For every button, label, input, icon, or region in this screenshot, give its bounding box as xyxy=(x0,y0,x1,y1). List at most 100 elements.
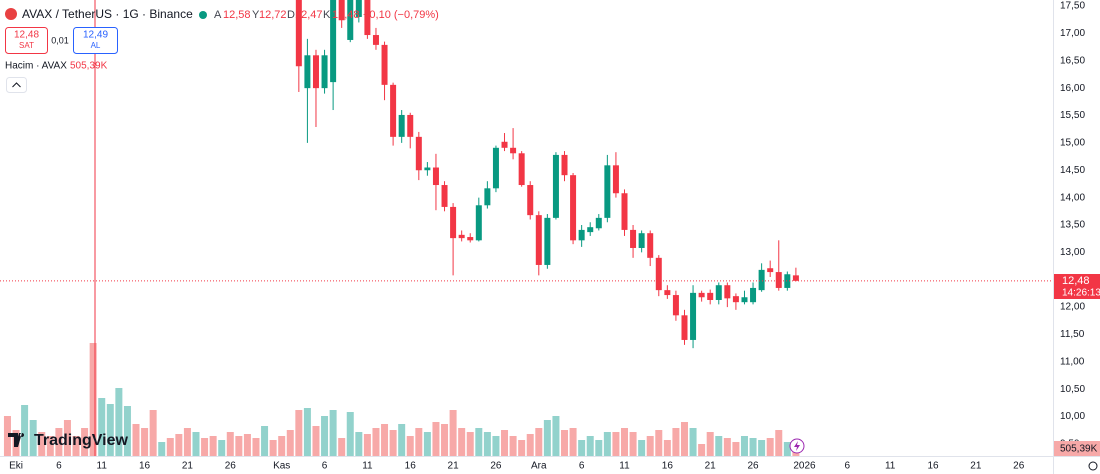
settings-icon[interactable] xyxy=(1088,461,1098,471)
volume-bar xyxy=(158,442,166,456)
volume-bar xyxy=(226,432,234,456)
buy-label: AL xyxy=(91,41,101,50)
volume-bar xyxy=(629,432,637,456)
volume-bar xyxy=(398,424,406,456)
volume-bar xyxy=(689,428,697,456)
chevron-icon xyxy=(12,82,21,88)
volume-bar xyxy=(466,432,474,456)
volume-bar xyxy=(89,343,97,456)
volume-bar xyxy=(458,428,466,456)
candle-body xyxy=(732,296,739,303)
volume-bar xyxy=(115,388,123,456)
volume-bar xyxy=(492,436,500,456)
candle-body xyxy=(390,84,397,137)
volume-bar xyxy=(389,430,397,456)
y-tick-label: 15,00 xyxy=(1060,138,1085,149)
price-tag-value: 12,48 xyxy=(1062,275,1090,287)
candle-body xyxy=(338,0,345,21)
symbol: AVAX / TetherUS · 1G · Binance xyxy=(22,7,193,21)
close-label: K xyxy=(323,9,331,21)
volume-bar xyxy=(758,440,766,456)
volume-bar xyxy=(38,432,46,456)
x-tick-label: 16 xyxy=(139,461,151,472)
volume-bar xyxy=(3,416,11,456)
volume-bar xyxy=(286,430,294,456)
candle-body xyxy=(492,147,499,189)
volume-bar xyxy=(81,428,89,456)
volume-bar xyxy=(535,428,543,456)
volume-bar xyxy=(46,436,54,456)
time-axis xyxy=(0,456,1053,474)
buy-price: 12,49 xyxy=(83,30,108,41)
volume-bar xyxy=(346,412,354,456)
volume-bar xyxy=(518,440,526,456)
sell-label: SAT xyxy=(19,41,34,50)
x-tick-label: 26 xyxy=(747,461,759,472)
volume-bar xyxy=(355,432,363,456)
market-status xyxy=(199,11,207,19)
x-tick-label: 2026 xyxy=(793,461,816,472)
candle-body xyxy=(570,175,577,241)
low-value: 12,47 xyxy=(295,9,323,21)
volume-bar xyxy=(432,422,440,456)
volume-bar xyxy=(295,410,303,456)
candle-body xyxy=(604,165,611,218)
volume-bar xyxy=(783,442,791,456)
open-value: 12,58 xyxy=(223,9,251,21)
candle-body xyxy=(458,234,465,239)
y-tick-label: 12,00 xyxy=(1060,302,1085,313)
candle-body xyxy=(501,141,508,148)
x-tick-label: 6 xyxy=(845,461,851,472)
volume-bar xyxy=(55,428,63,456)
price-pane xyxy=(295,0,799,349)
candle-body xyxy=(792,275,799,281)
candle-body xyxy=(715,285,722,300)
candle-body xyxy=(587,227,594,233)
sell-button[interactable] xyxy=(5,27,48,54)
candle-body xyxy=(758,269,765,291)
volume-bar xyxy=(123,406,131,456)
volume-bar xyxy=(72,436,80,456)
spread: 0,01 xyxy=(51,35,69,45)
x-tick-label: 16 xyxy=(662,461,674,472)
candle-body xyxy=(655,257,662,291)
candle-body xyxy=(330,0,337,83)
x-tick-label: 11 xyxy=(619,461,630,472)
price-tag xyxy=(1054,274,1100,299)
candle-body xyxy=(638,233,645,248)
x-tick-label: 16 xyxy=(405,461,417,472)
buy-button[interactable] xyxy=(73,27,118,54)
volume-bar xyxy=(329,410,337,456)
candle-body xyxy=(672,295,679,316)
candle-body xyxy=(595,217,602,229)
volume-bar xyxy=(766,438,774,456)
collapse-button[interactable] xyxy=(6,77,27,93)
candle-body xyxy=(398,114,405,137)
volume-bar xyxy=(441,424,449,456)
candle-body xyxy=(441,185,448,207)
volume-bar xyxy=(586,436,594,456)
y-tick-label: 10,00 xyxy=(1060,411,1085,422)
volume-bar xyxy=(595,440,603,456)
candle-body xyxy=(784,274,791,288)
candle-body xyxy=(707,292,714,300)
volume-bar xyxy=(723,438,731,456)
candle-body xyxy=(767,268,774,273)
volume-bar xyxy=(269,440,277,456)
volume-bar xyxy=(501,430,509,456)
volume-bar xyxy=(672,428,680,456)
volume-bar xyxy=(243,434,251,456)
volume-bar xyxy=(740,436,748,456)
volume-bar xyxy=(261,426,269,456)
y-tick-label: 13,50 xyxy=(1060,220,1085,231)
y-tick-label: 15,50 xyxy=(1060,110,1085,121)
volume-bar xyxy=(303,408,311,456)
candle-body xyxy=(578,229,585,241)
x-tick-label: 6 xyxy=(322,461,328,472)
volume-bar xyxy=(552,416,560,456)
volume-bar xyxy=(543,420,551,456)
volume-bar xyxy=(192,432,200,456)
volume-bar xyxy=(715,436,723,456)
volume-bar xyxy=(578,440,586,456)
